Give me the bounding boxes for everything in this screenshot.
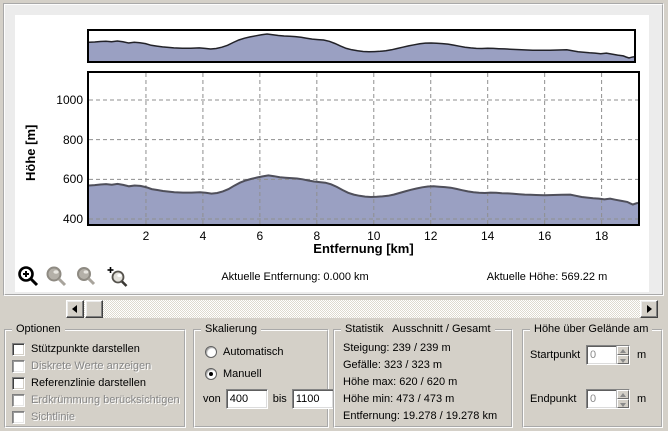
checkbox-referenzlinie[interactable]: Referenzlinie darstellen [12, 376, 146, 390]
scrollbar-thumb[interactable] [85, 300, 103, 318]
stat-gefaelle: Gefälle: 323 / 323 m [343, 359, 443, 371]
radio-automatisch[interactable]: Automatisch [205, 345, 284, 359]
main-profile-area [88, 73, 639, 224]
radio-icon[interactable] [205, 346, 217, 358]
group-statistik-title: Statistik Ausschnitt / Gesamt [341, 323, 495, 335]
zoom-toolbar: Aktuelle Entfernung: 0.000 km Aktuelle H… [15, 265, 649, 291]
overview-fill [89, 34, 634, 61]
spinner-buttons [616, 346, 629, 364]
checkbox-icon [12, 410, 25, 424]
checkbox-icon[interactable] [12, 376, 25, 390]
scroll-left-button[interactable] [66, 300, 84, 318]
overview-profile-area [88, 33, 635, 61]
checkbox-label: Stützpunkte darstellen [31, 343, 140, 355]
startpunkt-value: 0 [590, 349, 597, 361]
checkbox-stuetzpunkte[interactable]: Stützpunkte darstellen [12, 342, 140, 356]
chart-panel: Höhe [m] Entfernung [km] 1000 800 600 400 2 4… [15, 15, 649, 292]
main-chart[interactable] [87, 71, 640, 226]
scale-range-row: von bis [203, 389, 334, 409]
startpunkt-spinner[interactable]: 0 [586, 345, 630, 365]
x-tick-label: 18 [594, 229, 609, 243]
endpunkt-spinner[interactable]: 0 [586, 389, 630, 409]
x-tick-label: 6 [256, 229, 264, 243]
current-height: Aktuelle Höhe: 569.22 m [486, 271, 608, 283]
y-tick-label: 400 [62, 211, 83, 226]
overview-line [88, 33, 635, 59]
zoom-custom-icon [107, 267, 128, 287]
group-skalierung: Skalierung Automatisch Manuell von bis [193, 323, 334, 428]
left-arrow-icon [72, 305, 77, 313]
checkbox-diskrete-werte: Diskrete Werte anzeigen [12, 359, 151, 373]
x-tick-label: 2 [142, 229, 150, 243]
radio-manuell[interactable]: Manuell [205, 367, 262, 381]
checkbox-icon[interactable] [12, 342, 25, 356]
elevation-fill [89, 175, 638, 224]
zoom-in-button[interactable] [17, 265, 41, 289]
horizontal-scrollbar[interactable] [66, 300, 658, 318]
checkbox-label: Diskrete Werte anzeigen [31, 360, 152, 372]
checkbox-sichtlinie: Sichtlinie [12, 410, 75, 424]
checkbox-icon [12, 359, 25, 373]
right-arrow-icon [647, 305, 652, 313]
spin-up-icon[interactable] [617, 390, 629, 399]
y-tick-label: 600 [62, 172, 83, 187]
startpunkt-label: Startpunkt [530, 349, 581, 361]
zoom-out-icon [77, 267, 96, 286]
checkbox-erdkruemmung: Erdkrümmung berücksichtigen [12, 393, 180, 407]
x-axis-label: Entfernung [km] [313, 241, 414, 256]
stat-hoehe-max: Höhe max: 620 / 620 m [343, 376, 458, 388]
endpunkt-label: Endpunkt [530, 393, 577, 405]
von-input[interactable] [225, 389, 268, 409]
elevation-line [88, 174, 639, 206]
x-tick-label: 4 [199, 229, 207, 243]
stat-steigung: Steigung: 239 / 239 m [343, 342, 451, 354]
bis-input[interactable] [291, 389, 334, 409]
group-terrain-title: Höhe über Gelände am [530, 323, 653, 335]
x-tick-label: 10 [367, 229, 381, 243]
group-statistik: Statistik Ausschnitt / Gesamt Steigung: … [333, 323, 513, 428]
group-skalierung-title: Skalierung [201, 323, 261, 335]
spin-down-icon[interactable] [617, 399, 629, 408]
stat-hoehe-min: Höhe min: 473 / 473 m [343, 393, 455, 405]
checkbox-label: Referenzlinie darstellen [31, 377, 146, 389]
von-label: von [203, 393, 221, 405]
group-optionen: Optionen Stützpunkte darstellen Diskrete… [4, 323, 186, 428]
checkbox-label: Erdkrümmung berücksichtigen [31, 394, 180, 406]
current-distance: Aktuelle Entfernung: 0.000 km [221, 271, 369, 283]
group-hoehe-ueber-gelaende: Höhe über Gelände am Startpunkt 0 m Endp… [522, 323, 663, 428]
checkbox-icon [12, 393, 25, 407]
spin-up-icon[interactable] [617, 346, 629, 355]
zoom-window-button[interactable] [45, 265, 69, 289]
stat-entfernung: Entfernung: 19.278 / 19.278 km [343, 410, 498, 422]
endpunkt-row: Endpunkt 0 m [530, 389, 646, 409]
endpunkt-value: 0 [590, 393, 597, 405]
scroll-right-button[interactable] [640, 300, 658, 318]
y-axis-label: Höhe [m] [23, 124, 38, 182]
y-tick-label: 1000 [56, 93, 83, 107]
zoom-custom-button[interactable] [106, 265, 130, 289]
y-tick-label: 800 [62, 132, 83, 147]
chart-frame: Höhe [m] Entfernung [km] 1000 800 600 400 2 4… [3, 3, 664, 296]
bis-label: bis [272, 393, 287, 405]
zoom-window-icon [46, 266, 67, 287]
group-optionen-title: Optionen [12, 323, 65, 335]
zoom-in-icon [18, 266, 39, 287]
x-tick-label: 16 [537, 229, 552, 243]
x-tick-label: 8 [313, 229, 321, 243]
spin-down-icon[interactable] [617, 355, 629, 364]
startpunkt-row: Startpunkt 0 m [530, 345, 646, 365]
radio-label: Manuell [223, 368, 262, 380]
spinner-buttons [616, 390, 629, 408]
radio-label: Automatisch [223, 346, 284, 358]
radio-icon-selected[interactable] [205, 368, 217, 380]
x-tick-label: 14 [481, 229, 495, 243]
startpunkt-unit: m [637, 349, 647, 361]
checkbox-label: Sichtlinie [31, 411, 76, 423]
endpunkt-unit: m [637, 393, 647, 405]
x-tick-label: 12 [424, 229, 438, 243]
zoom-out-button[interactable] [75, 265, 99, 289]
overview-chart[interactable] [87, 29, 636, 63]
